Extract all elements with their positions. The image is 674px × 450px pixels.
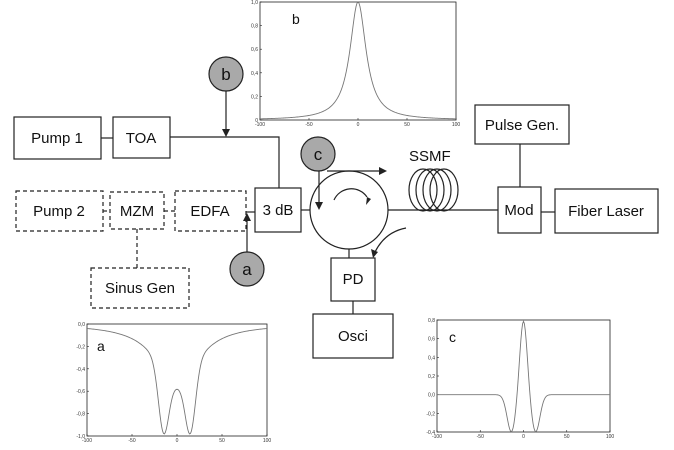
plot-a-xtick-label: -50	[128, 438, 135, 444]
plot-b-xtick-label: 0	[357, 122, 360, 128]
node-c: c	[300, 136, 336, 210]
pump1-box: Pump 1	[13, 116, 102, 160]
pd-box: PD	[330, 257, 376, 302]
node-b: b	[208, 56, 244, 137]
plot-a-xtick-label: 50	[219, 438, 225, 444]
plot-b-curve	[259, 1, 457, 120]
pump2-label: Pump 2	[33, 203, 85, 220]
direction-arrows	[327, 167, 407, 258]
plot-b-title: b	[292, 11, 300, 27]
ssmf-coil	[408, 168, 459, 212]
plot-c-ytick-label: 0,2	[428, 374, 435, 380]
plot-c-title: c	[449, 329, 456, 345]
osci-box: Osci	[312, 313, 394, 359]
coupler-label: 3 dB	[263, 202, 294, 219]
plot-c-ytick-label: 0,6	[428, 337, 435, 343]
plot-a-xtick-label: 100	[263, 438, 272, 444]
coupler-box: 3 dB	[254, 187, 302, 233]
pd-label: PD	[343, 271, 364, 288]
plot-c-ytick-label: 0,0	[428, 393, 435, 399]
node-a-label: a	[242, 260, 252, 279]
wire-toa-coupler	[170, 136, 280, 188]
plot-c-frame	[436, 319, 611, 433]
plot-a-xtick-label: 0	[176, 438, 179, 444]
toa-box: TOA	[112, 116, 171, 159]
plot-b-frame	[259, 1, 457, 121]
plot-a-ytick-label: -0,8	[76, 412, 85, 418]
plot-b-ytick-label: 0,2	[251, 94, 258, 100]
plot-b-ytick-label: 0,6	[251, 47, 258, 53]
plot-a: a -100 -50 0 50 100 0,0 -0,2 -0,4 -0,6 -0,8 -1,0	[76, 322, 271, 444]
plot-b-ytick-label: 1,0	[251, 0, 258, 6]
plot-a-ytick-label: 0,0	[78, 322, 85, 328]
plot-c-ytick-label: 0,8	[428, 318, 435, 324]
return-arrowhead	[371, 249, 378, 258]
plot-b-xtick-label: 50	[404, 122, 410, 128]
plot-c-xtick-label: 100	[606, 434, 615, 440]
wires	[101, 136, 555, 314]
fiber-laser-label: Fiber Laser	[568, 203, 644, 220]
plot-a-frame	[86, 323, 268, 437]
plot-b: b -100 -50 0 50 100 0 0,2 0,4 0,6 0,8 1,0	[251, 0, 460, 128]
pump1-label: Pump 1	[31, 130, 83, 147]
plot-c-ytick-label: -0,2	[426, 411, 435, 417]
plot-a-curve	[86, 328, 268, 435]
osci-label: Osci	[338, 328, 368, 345]
toa-label: TOA	[126, 130, 157, 147]
plot-b-xtick-label: -100	[255, 122, 265, 128]
fiber-laser-box: Fiber Laser	[554, 188, 659, 234]
plot-b-xtick-label: 100	[452, 122, 461, 128]
node-a: a	[229, 213, 265, 287]
mzm-label: MZM	[120, 203, 154, 220]
pulse-gen-box: Pulse Gen.	[474, 104, 570, 145]
edfa-box: EDFA	[174, 190, 247, 232]
node-c-label: c	[314, 145, 323, 164]
sinus-gen-label: Sinus Gen	[105, 280, 175, 297]
plot-b-ytick-label: 0,8	[251, 24, 258, 30]
sinus-gen-box: Sinus Gen	[90, 267, 190, 309]
plot-a-ytick-label: -0,2	[76, 344, 85, 350]
plot-c-xtick-label: 0	[522, 434, 525, 440]
plot-a-ytick-label: -0,4	[76, 367, 85, 373]
mod-label: Mod	[504, 202, 533, 219]
plot-c-xtick-label: -50	[477, 434, 484, 440]
plot-c-ytick-label: -0,4	[426, 430, 435, 436]
plot-b-ytick-label: 0,4	[251, 71, 258, 77]
plot-c-curve	[437, 320, 610, 433]
plot-c: c -100 -50 0 50 100 0,8 0,6 0,4 0,2 0,0 -0,2 -0,4	[426, 318, 614, 440]
forward-arrowhead	[379, 167, 387, 175]
node-b-label: b	[221, 65, 230, 84]
ssmf-label: SSMF	[409, 148, 451, 165]
plot-c-xtick-label: -100	[432, 434, 442, 440]
edfa-label: EDFA	[190, 203, 229, 220]
plot-c-ytick-label: 0,4	[428, 355, 435, 361]
circulator	[309, 170, 389, 250]
plot-a-ytick-label: -1,0	[76, 434, 85, 440]
plot-a-title: a	[97, 338, 105, 354]
pump2-box: Pump 2	[15, 190, 104, 232]
mod-box: Mod	[497, 186, 542, 234]
pulse-gen-label: Pulse Gen.	[485, 117, 559, 134]
return-arrow	[374, 227, 407, 253]
mzm-box: MZM	[109, 191, 165, 230]
plot-a-ytick-label: -0,6	[76, 389, 85, 395]
plot-b-ytick-label: 0	[255, 118, 258, 124]
plot-b-xtick-label: -50	[305, 122, 312, 128]
plot-a-xtick-label: -100	[82, 438, 92, 444]
plot-c-xtick-label: 50	[564, 434, 570, 440]
